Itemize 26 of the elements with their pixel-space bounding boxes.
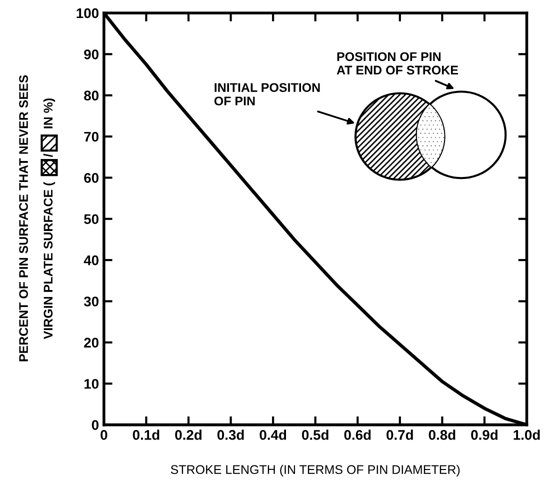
y-tick-label: 40: [84, 255, 98, 266]
x-tick-label: 0: [100, 430, 108, 440]
x-tick-label: 0.2d: [175, 430, 202, 440]
x-tick-label: 0.3d: [217, 430, 244, 440]
y-tick-label: 90: [84, 49, 98, 60]
y-tick-label: 60: [84, 173, 98, 183]
x-tick-label: 0.1d: [132, 430, 160, 440]
x-tick-label: 0.7d: [386, 430, 413, 440]
x-tick-label: 0.6d: [344, 430, 371, 440]
annotation: INITIAL POSITION OF PIN: [214, 83, 320, 106]
y-tick-label: 30: [84, 296, 98, 306]
y-tick-label: 100: [76, 8, 98, 18]
y-tick-label: 70: [84, 132, 98, 142]
y-tick-label: 80: [84, 90, 98, 100]
x-tick-label: 0.5d: [302, 430, 328, 440]
x-axis-title: STROKE LENGTH (IN TERMS OF PIN DIAMETER): [170, 464, 460, 476]
annotation: POSITION OF PIN AT END OF STROKE: [336, 52, 458, 75]
x-tick-label: 0.9d: [471, 430, 498, 440]
x-tick-label: 1.0d: [514, 430, 540, 440]
y-tick-label: 50: [84, 214, 98, 224]
y-tick-label: 20: [84, 338, 98, 348]
x-tick-label: 0.4d: [260, 430, 286, 440]
y-tick-label: 0: [92, 420, 98, 430]
x-tick-label: 0.8d: [428, 430, 456, 440]
text: PERCENT OF PIN SURFACE THAT NEVER SEES VIRGIN PLATE SURFACE ( / IN %): [19, 75, 56, 362]
y-tick-label: 10: [84, 378, 98, 389]
